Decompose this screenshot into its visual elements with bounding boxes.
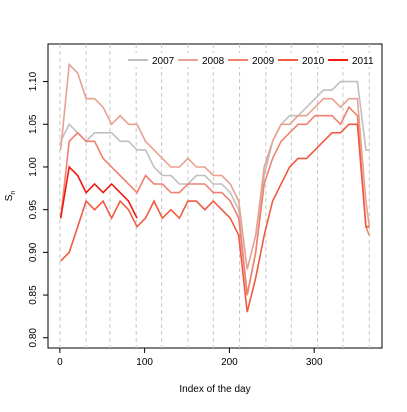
series-line — [59, 62, 371, 270]
legend-label: 2008 — [202, 56, 225, 67]
y-axis-label: Sn — [4, 191, 17, 202]
legend-label: 2010 — [302, 56, 325, 67]
y-label-sub: n — [10, 191, 17, 195]
legend-bg — [176, 53, 226, 67]
y-tick-label: 1.05 — [28, 114, 39, 134]
legend-label: 2011 — [352, 56, 374, 67]
legend-bg — [126, 53, 176, 67]
y-tick-label: 0.95 — [28, 199, 39, 219]
y-tick-label: 0.80 — [28, 328, 39, 348]
legend-label: 2009 — [252, 56, 275, 67]
plot-frame — [47, 43, 383, 349]
x-tick-label: 100 — [136, 357, 153, 368]
y-label-main: S — [4, 194, 15, 201]
y-tick-label: 0.85 — [28, 285, 39, 305]
y-tick-label: 1.00 — [28, 157, 39, 177]
series-line — [59, 105, 371, 296]
x-tick-label: 200 — [221, 357, 238, 368]
legend-bg — [226, 53, 276, 67]
x-tick-label: 300 — [306, 357, 323, 368]
x-axis-label: Index of the day — [179, 384, 250, 395]
y-tick-label: 1.10 — [28, 71, 39, 91]
x-tick-label: 0 — [57, 357, 63, 368]
y-tick-label: 0.90 — [28, 242, 39, 262]
series-line — [59, 165, 138, 219]
legend-bg — [276, 53, 326, 67]
series-line — [60, 123, 370, 313]
legend-bg — [326, 53, 376, 67]
y-axis-label-text: Sn — [4, 191, 17, 202]
series-line — [59, 80, 370, 296]
legend-label: 2007 — [152, 56, 175, 67]
